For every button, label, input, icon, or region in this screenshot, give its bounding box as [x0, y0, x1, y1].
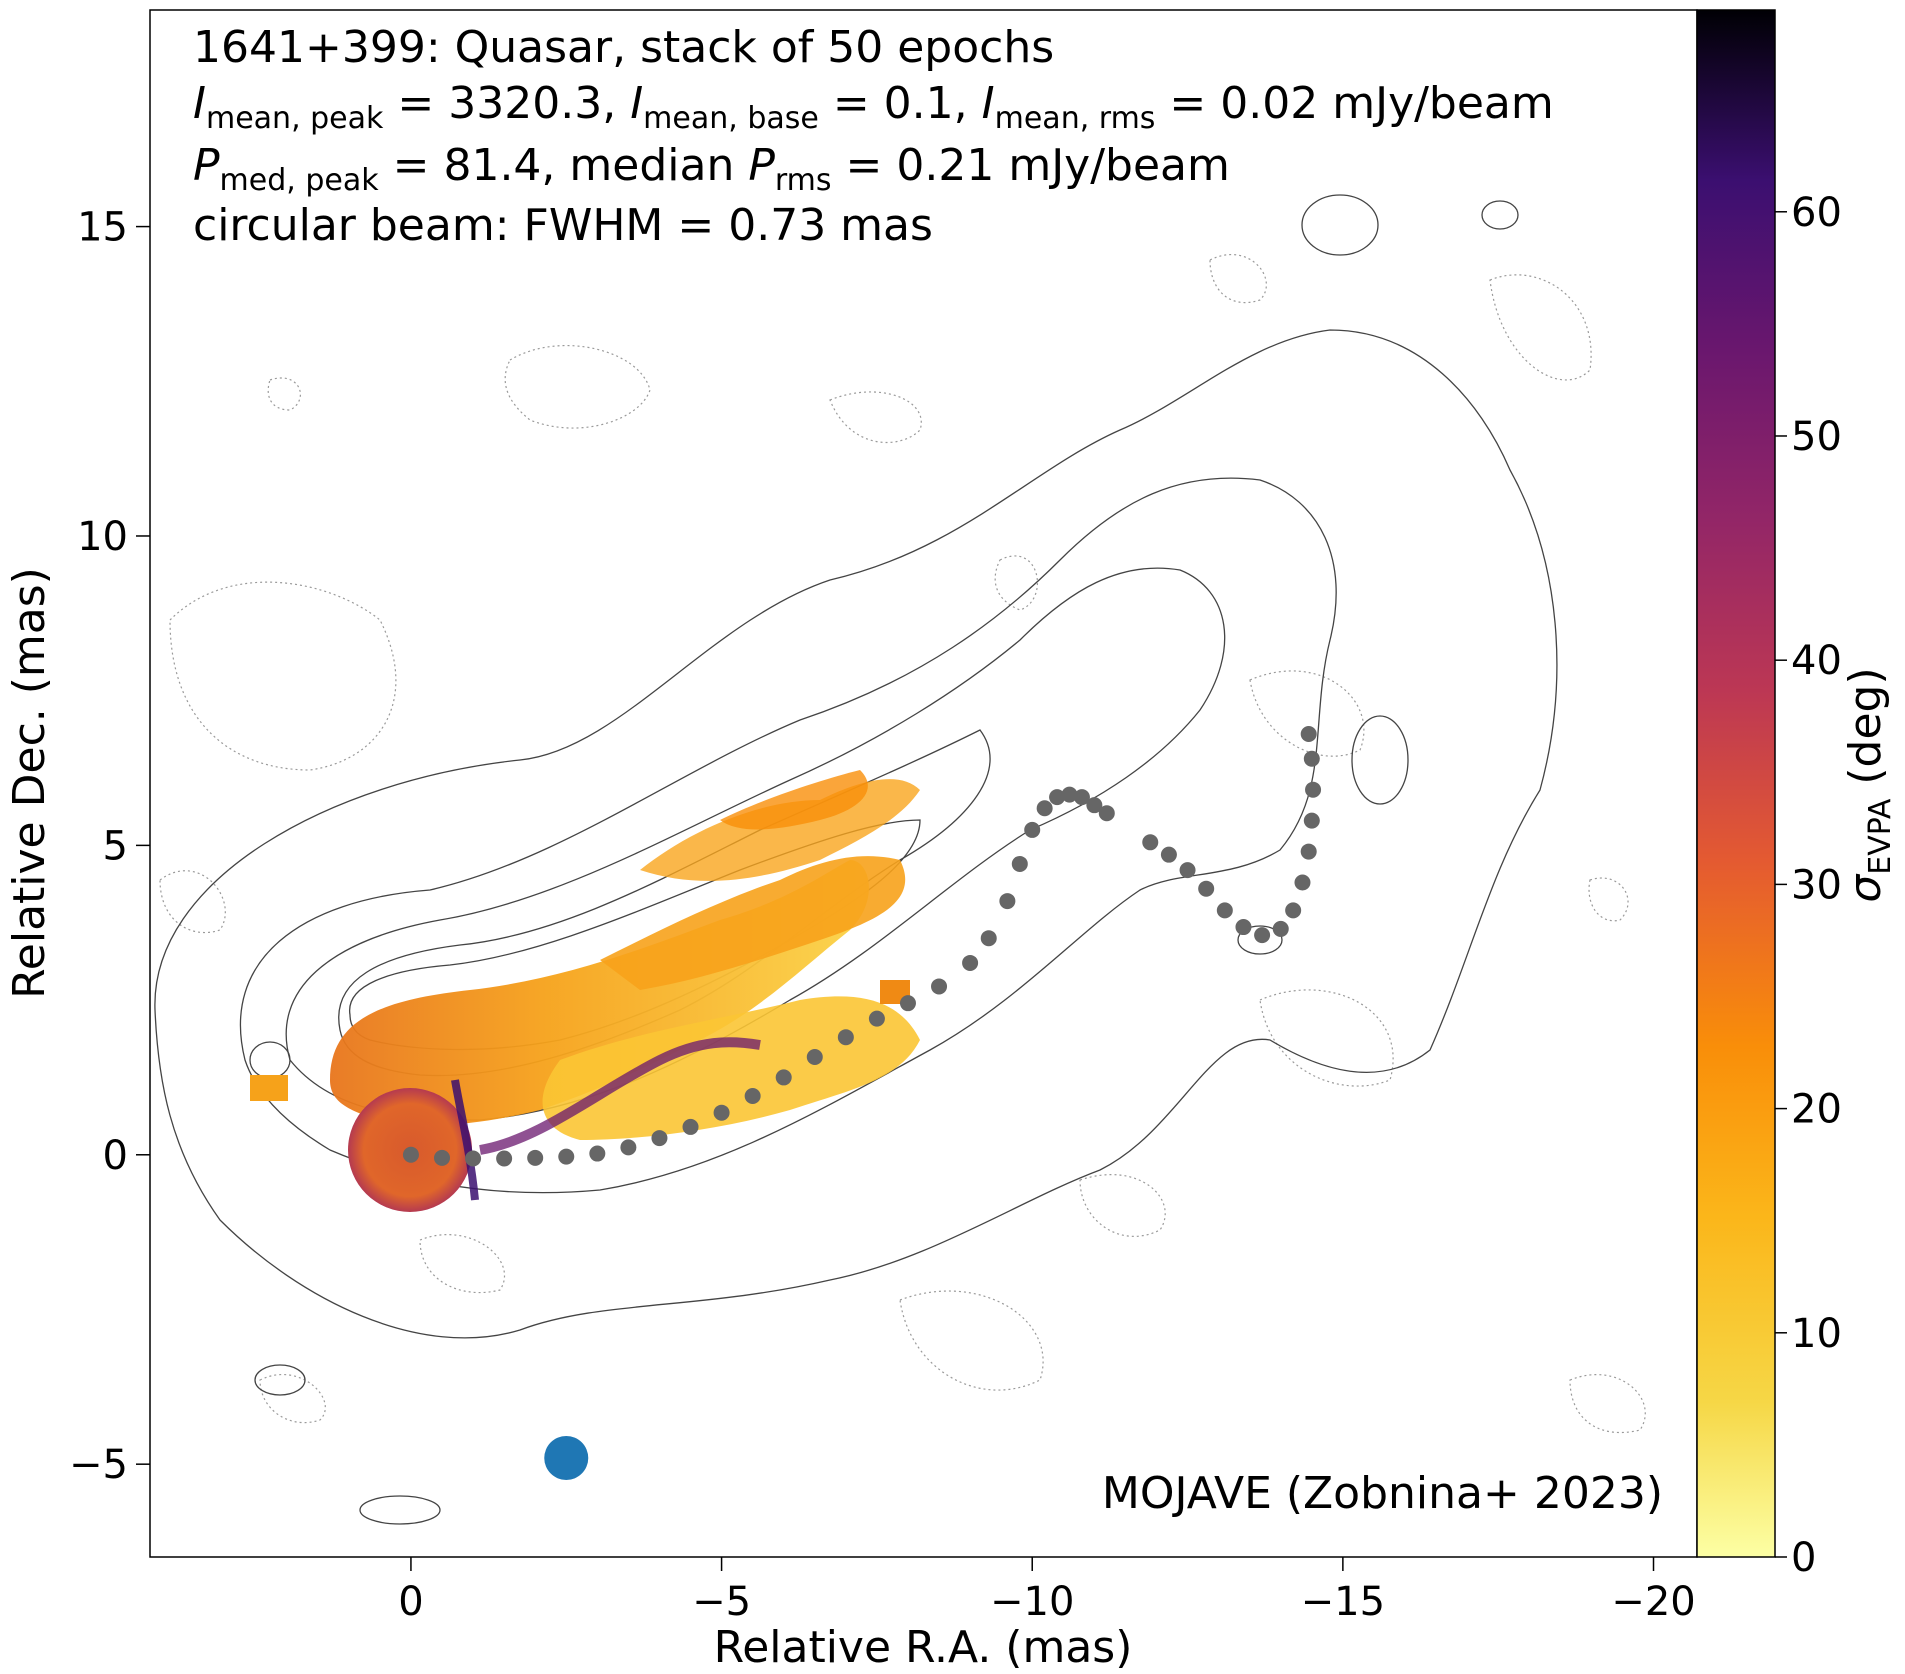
ridgeline-point	[1303, 812, 1320, 829]
colorbar-tick-label: 10	[1791, 1311, 1842, 1357]
ridgeline-point	[1024, 821, 1041, 838]
chart-title: 1641+399: Quasar, stack of 50 epochs	[193, 22, 1054, 73]
y-axis: −5 0 5 10 15	[69, 205, 150, 1488]
colorbar-tick-label: 20	[1791, 1087, 1842, 1133]
info-line-intensity: Imean, peak = 3320.3, Imean, base = 0.1,…	[193, 78, 1554, 136]
ridgeline-point	[496, 1150, 513, 1167]
ridgeline-point	[1285, 902, 1302, 919]
ridgeline-point	[868, 1010, 885, 1027]
ridgeline-point	[1061, 786, 1078, 803]
colorbar-tick-label: 40	[1791, 638, 1842, 684]
ridgeline-point	[1073, 789, 1090, 806]
ridgeline-point	[1300, 843, 1317, 860]
ridgeline	[402, 725, 1322, 1167]
ridgeline-point	[1049, 789, 1066, 806]
ridgeline-point	[1160, 846, 1177, 863]
plot-area	[154, 194, 1646, 1525]
ridgeline-point	[1142, 834, 1159, 851]
ridgeline-point	[558, 1148, 575, 1165]
ridgeline-point	[837, 1029, 854, 1046]
colorbar-tick-label: 60	[1791, 190, 1842, 236]
ridgeline-point	[682, 1118, 699, 1135]
beam-marker	[544, 1435, 589, 1480]
ridgeline-point	[651, 1130, 668, 1147]
ridgeline-point	[899, 995, 916, 1012]
y-tick-label: 0	[103, 1133, 128, 1179]
colorbar-tick-label: 0	[1791, 1535, 1816, 1581]
ridgeline-point	[1098, 805, 1115, 822]
ridgeline-point	[1011, 855, 1028, 872]
y-axis-title: Relative Dec. (mas)	[4, 567, 55, 999]
ridgeline-point	[620, 1139, 637, 1156]
ridgeline-point	[1235, 919, 1252, 936]
ridgeline-point	[589, 1145, 606, 1162]
x-axis: 0 −5 −10 −15 −20	[398, 1557, 1696, 1625]
ridgeline-point	[465, 1150, 482, 1167]
ridgeline-point	[962, 954, 979, 971]
ridgeline-point	[931, 978, 948, 995]
x-axis-title: Relative R.A. (mas)	[714, 1622, 1133, 1673]
colorbar-axis: 0 10 20 30 40 50 60	[1775, 190, 1842, 1581]
ridgeline-point	[980, 930, 997, 947]
info-line-polarization: Pmed, peak = 81.4, median Prms = 0.21 mJ…	[193, 140, 1230, 198]
y-tick-label: 15	[77, 205, 128, 251]
ridgeline-point	[744, 1087, 761, 1104]
colorbar-title: σEVPA (deg)	[1840, 667, 1898, 902]
credit-label: MOJAVE (Zobnina+ 2023)	[1102, 1468, 1663, 1519]
x-tick-label: −15	[1301, 1579, 1385, 1625]
ridgeline-point	[402, 1146, 419, 1163]
ridgeline-point	[1198, 880, 1215, 897]
ridgeline-point	[775, 1069, 792, 1086]
y-tick-label: 5	[103, 823, 128, 869]
x-tick-label: −10	[990, 1579, 1074, 1625]
ridgeline-point	[434, 1149, 451, 1166]
y-tick-label: −5	[69, 1442, 128, 1488]
ridgeline-point	[999, 893, 1016, 910]
ridgeline-point	[1294, 874, 1311, 891]
ridgeline-point	[527, 1149, 544, 1166]
ridgeline-point	[1305, 781, 1322, 798]
info-line-beam: circular beam: FWHM = 0.73 mas	[193, 200, 933, 251]
x-tick-label: 0	[398, 1579, 423, 1625]
colorbar	[1696, 9, 1776, 1558]
colorbar-tick-label: 30	[1791, 862, 1842, 908]
ridgeline-point	[1303, 750, 1320, 767]
ridgeline-point	[1216, 902, 1233, 919]
ridgeline-point	[713, 1104, 730, 1121]
ridgeline-point	[1086, 797, 1103, 814]
negative-contours	[159, 254, 1646, 1434]
x-tick-label: −20	[1611, 1579, 1695, 1625]
ridgeline-point	[806, 1049, 823, 1066]
x-tick-label: −5	[692, 1579, 751, 1625]
ridgeline-point	[1036, 800, 1053, 817]
y-tick-label: 10	[77, 514, 128, 560]
colorbar-tick-label: 50	[1791, 414, 1842, 460]
ridgeline-point	[1254, 927, 1271, 944]
ridgeline-point	[1272, 920, 1289, 937]
ridgeline-point	[1179, 862, 1196, 879]
ridgeline-point	[1300, 725, 1317, 742]
evpa-map	[250, 770, 920, 1212]
